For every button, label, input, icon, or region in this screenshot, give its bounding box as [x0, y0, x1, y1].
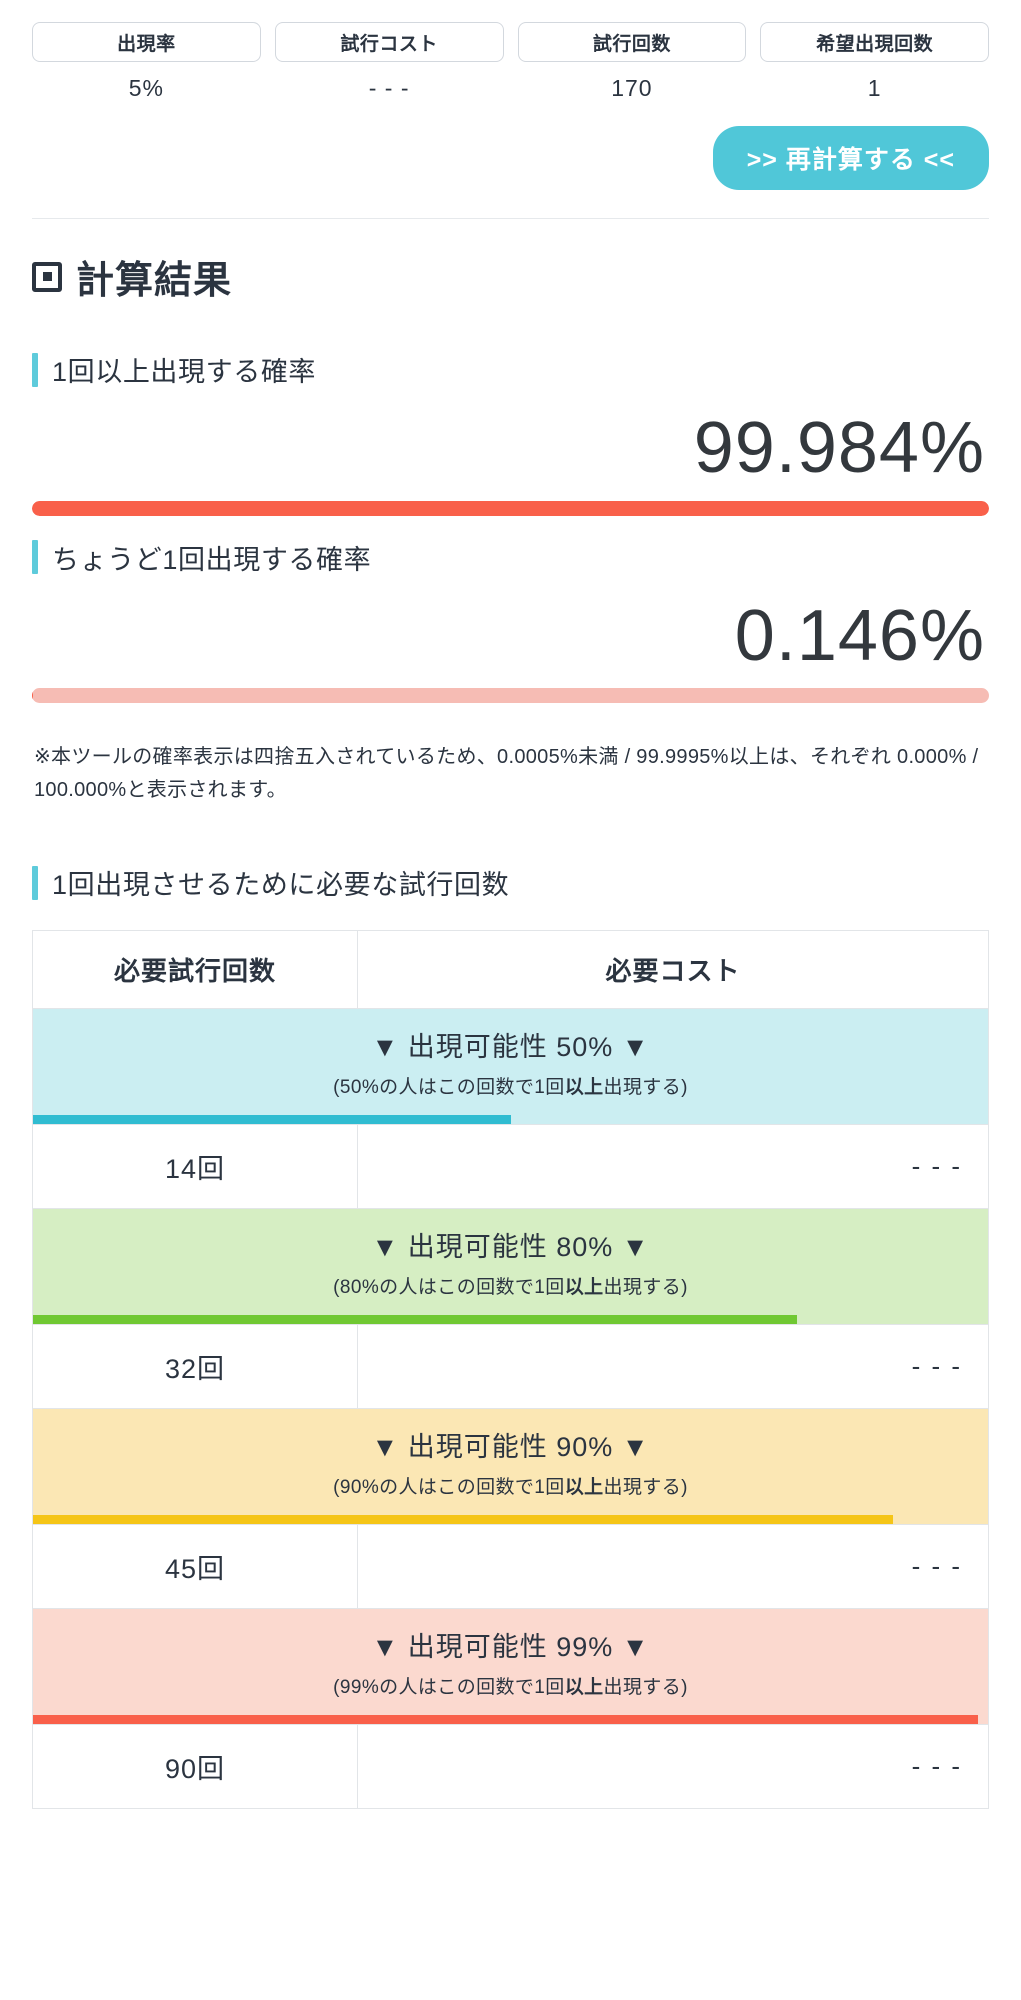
parameter-summary: 出現率 5% 試行コスト - - - 試行回数 170 希望出現回数 1 [32, 0, 989, 102]
table-row: 45回 - - - [32, 1524, 989, 1610]
group-subtitle: (80%の人はこの回数で1回以上出現する) [333, 1277, 688, 1299]
table-group-row: ▼ 出現可能性 99% ▼ (99%の人はこの回数で1回以上出現する) [32, 1608, 989, 1726]
group-progress-bar [33, 1315, 988, 1325]
col-header-required-trials: 必要試行回数 [32, 930, 358, 1010]
group-title: ▼ 出現可能性 99% ▼ [371, 1632, 650, 1663]
table-row: 90回 - - - [32, 1724, 989, 1810]
result-label-0: 1回以上出現する確率 [52, 357, 317, 387]
group-progress-bar [33, 1515, 988, 1525]
recalculate-row: >> 再計算する << [32, 102, 989, 190]
table-section-label-row: 1回出現させるために必要な試行回数 [32, 807, 989, 902]
table-group-row: ▼ 出現可能性 80% ▼ (80%の人はこの回数で1回以上出現する) [32, 1208, 989, 1326]
group-banner-cell: ▼ 出現可能性 90% ▼ (90%の人はこの回数で1回以上出現する) [32, 1408, 989, 1526]
accent-tick-icon [32, 865, 38, 900]
result-heading: 計算結果 [32, 219, 989, 332]
group-title: ▼ 出現可能性 80% ▼ [371, 1232, 650, 1263]
group-subtitle: (90%の人はこの回数で1回以上出現する) [333, 1477, 688, 1499]
result-label-1: ちょうど1回出現する確率 [52, 544, 372, 575]
cell-required-cost: - - - [357, 1524, 989, 1610]
group-banner-cell: ▼ 出現可能性 99% ▼ (99%の人はこの回数で1回以上出現する) [32, 1608, 989, 1726]
param-label-appearance-rate: 出現率 [32, 22, 261, 62]
param-label-trial-count: 試行回数 [517, 22, 747, 62]
group-subtitle: (99%の人はこの回数で1回以上出現する) [333, 1677, 688, 1699]
result-block-exactly-once: ちょうど1回出現する確率 0.146% [32, 520, 989, 704]
param-label-trial-cost: 試行コスト [274, 22, 504, 62]
result-meter-fill-0 [32, 500, 989, 516]
group-banner-cell: ▼ 出現可能性 80% ▼ (80%の人はこの回数で1回以上出現する) [32, 1208, 989, 1326]
accent-tick-icon [32, 540, 38, 575]
result-value-0: 99.984% [693, 408, 985, 488]
section-divider [32, 218, 989, 219]
result-block-at-least-once: 1回以上出現する確率 99.984% [32, 332, 989, 516]
param-col-1: 試行コスト - - - [274, 22, 504, 102]
group-progress-bar [33, 1715, 988, 1725]
result-meter-1 [32, 688, 989, 704]
cell-required-cost: - - - [357, 1124, 989, 1210]
table-row: 32回 - - - [32, 1324, 989, 1410]
param-value-trial-cost: - - - [368, 75, 410, 101]
group-banner: ▼ 出現可能性 99% ▼ (99%の人はこの回数で1回以上出現する) [33, 1609, 988, 1725]
cell-required-trials: 90回 [32, 1724, 358, 1810]
cell-required-trials: 45回 [32, 1524, 358, 1610]
table-group-row: ▼ 出現可能性 50% ▼ (50%の人はこの回数で1回以上出現する) [32, 1008, 989, 1126]
result-meter-fill-1 [32, 688, 34, 704]
param-col-2: 試行回数 170 [517, 22, 747, 102]
result-value-1: 0.146% [734, 595, 985, 676]
param-value-desired-count: 1 [867, 75, 882, 101]
cell-required-cost: - - - [357, 1724, 989, 1810]
group-banner: ▼ 出現可能性 90% ▼ (90%の人はこの回数で1回以上出現する) [33, 1409, 988, 1525]
rounding-note: ※本ツールの確率表示は四捨五入されているため、0.0005%未満 / 99.99… [34, 746, 979, 802]
param-value-appearance-rate: 5% [128, 75, 164, 101]
group-title: ▼ 出現可能性 90% ▼ [371, 1432, 650, 1463]
table-row: 14回 - - - [32, 1124, 989, 1210]
col-header-required-cost: 必要コスト [357, 930, 989, 1010]
table-section-label: 1回出現させるために必要な試行回数 [52, 870, 510, 901]
page-root: 出現率 5% 試行コスト - - - 試行回数 170 希望出現回数 1 >> … [32, 0, 989, 1810]
page-title: 計算結果 [76, 260, 233, 302]
cell-required-trials: 32回 [32, 1324, 358, 1410]
required-trials-table: 必要試行回数 必要コスト ▼ 出現可能性 50% ▼ (50%の人はこの回数で1回… [32, 930, 989, 1810]
accent-tick-icon [32, 352, 38, 387]
result-label-row-0: 1回以上出現する確率 [32, 332, 989, 389]
group-progress-bar [33, 1115, 988, 1125]
param-col-0: 出現率 5% [32, 22, 261, 102]
cell-required-trials: 14回 [32, 1124, 358, 1210]
group-banner: ▼ 出現可能性 50% ▼ (50%の人はこの回数で1回以上出現する) [33, 1009, 988, 1125]
group-banner-cell: ▼ 出現可能性 50% ▼ (50%の人はこの回数で1回以上出現する) [32, 1008, 989, 1126]
result-meter-0 [32, 500, 989, 516]
table-header-row: 必要試行回数 必要コスト [32, 930, 989, 1010]
square-result-icon [32, 261, 62, 292]
param-col-3: 希望出現回数 1 [760, 22, 989, 102]
cell-required-cost: - - - [357, 1324, 989, 1410]
group-title: ▼ 出現可能性 50% ▼ [371, 1032, 650, 1063]
table-body: ▼ 出現可能性 50% ▼ (50%の人はこの回数で1回以上出現する) 14回 - -… [32, 1008, 989, 1810]
result-label-row-1: ちょうど1回出現する確率 [32, 520, 989, 577]
param-value-trial-count: 170 [611, 75, 653, 101]
group-banner: ▼ 出現可能性 80% ▼ (80%の人はこの回数で1回以上出現する) [33, 1209, 988, 1325]
table-group-row: ▼ 出現可能性 90% ▼ (90%の人はこの回数で1回以上出現する) [32, 1408, 989, 1526]
recalculate-button[interactable]: >> 再計算する << [712, 126, 989, 190]
param-label-desired-count: 希望出現回数 [760, 22, 989, 62]
group-subtitle: (50%の人はこの回数で1回以上出現する) [333, 1077, 688, 1099]
